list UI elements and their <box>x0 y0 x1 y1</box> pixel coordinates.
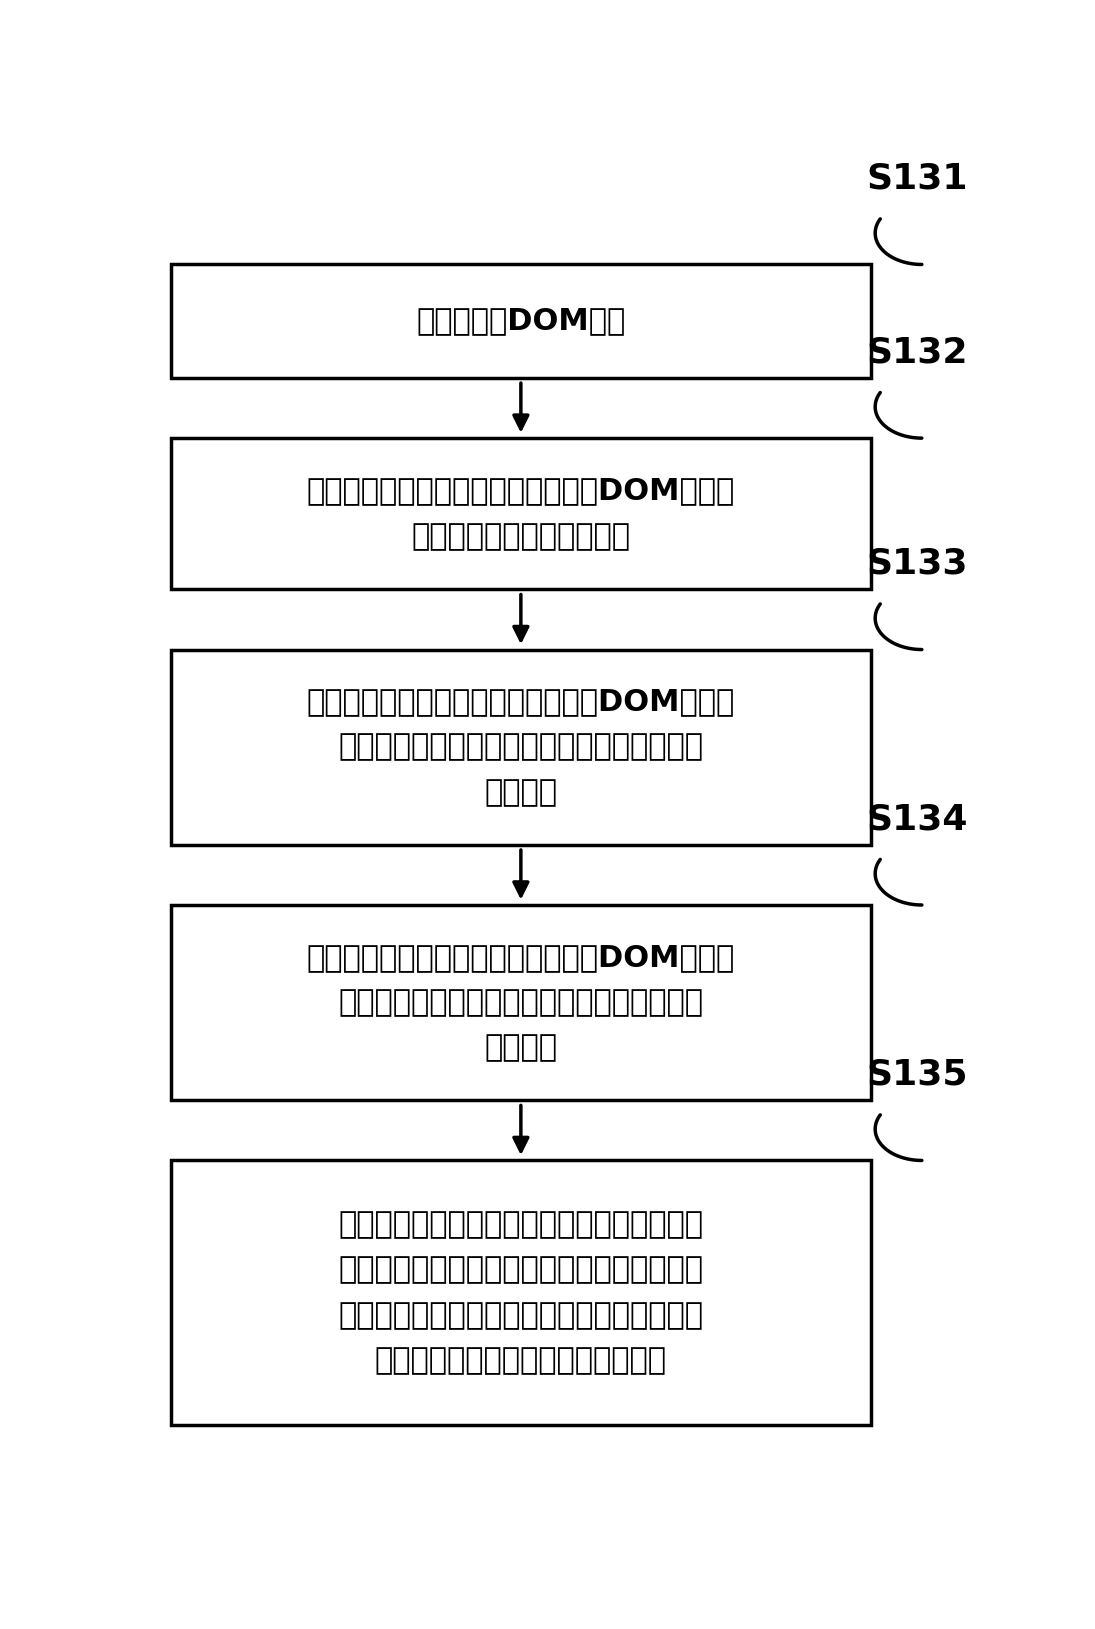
Bar <box>171 438 871 590</box>
Text: S132: S132 <box>867 336 968 370</box>
Text: 对应构建树形结构的根节点: 对应构建树形结构的根节点 <box>412 521 631 551</box>
Text: 获取企业数据中的企业名称以在所述DOM容器中: 获取企业数据中的企业名称以在所述DOM容器中 <box>307 477 735 505</box>
Text: ，以得到与企业数据对应的树形结构: ，以得到与企业数据对应的树形结构 <box>374 1346 667 1375</box>
Text: S134: S134 <box>867 801 968 836</box>
Text: 对应构建树形结构的第一级子节点的右侧区域: 对应构建树形结构的第一级子节点的右侧区域 <box>338 989 703 1016</box>
Bar <box>171 906 871 1100</box>
Text: 子节点集: 子节点集 <box>484 1033 557 1062</box>
Text: 一子节点与对应的第一级子节点进行关联连接: 一子节点与对应的第一级子节点进行关联连接 <box>338 1300 703 1329</box>
Bar <box>171 264 871 378</box>
Text: S133: S133 <box>867 547 968 580</box>
Text: 获取关键信息中的投资名称以对应构建树形结: 获取关键信息中的投资名称以对应构建树形结 <box>338 1210 703 1240</box>
Text: 获取关键信息中的股东名称以在所述DOM容器中: 获取关键信息中的股东名称以在所述DOM容器中 <box>307 943 735 973</box>
Text: S131: S131 <box>867 161 968 195</box>
Text: 获取关键信息中的高管名称以在所述DOM容器中: 获取关键信息中的高管名称以在所述DOM容器中 <box>307 687 735 717</box>
Text: 对应构建树形结构的第一级子节点的左侧区域: 对应构建树形结构的第一级子节点的左侧区域 <box>338 733 703 762</box>
Text: S135: S135 <box>867 1057 968 1091</box>
Bar <box>171 650 871 844</box>
Text: 子节点集: 子节点集 <box>484 777 557 806</box>
Text: 构的第二级子节点集，将第二级子节点集中每: 构的第二级子节点集，将第二级子节点集中每 <box>338 1256 703 1285</box>
Bar <box>171 1160 871 1425</box>
Text: 初始化创建DOM容器: 初始化创建DOM容器 <box>416 306 625 336</box>
